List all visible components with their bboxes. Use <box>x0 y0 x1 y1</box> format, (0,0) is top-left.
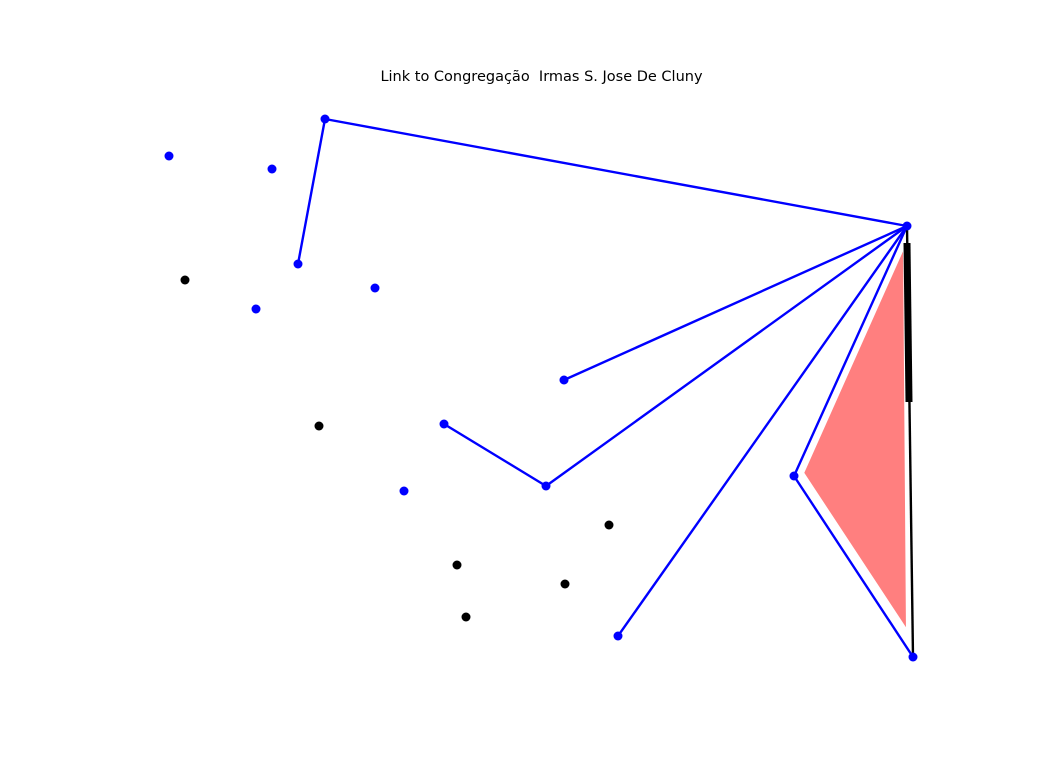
node-n12[interactable] <box>399 486 409 496</box>
node-n19[interactable] <box>613 631 623 641</box>
node-n20[interactable] <box>908 652 918 662</box>
node-n16[interactable] <box>452 560 462 570</box>
black-edge-layer <box>903 225 915 658</box>
node-n17[interactable] <box>560 579 570 589</box>
node-n11[interactable] <box>439 419 449 429</box>
node-n6[interactable] <box>180 275 190 285</box>
edge-n9-hub <box>562 224 909 382</box>
edge-n13-hub <box>544 224 909 488</box>
highlight-layer <box>799 241 911 641</box>
edge-n14-hub <box>792 224 909 478</box>
node-n14[interactable] <box>789 471 799 481</box>
edge-n3-hub <box>323 117 909 228</box>
highlight-region <box>799 241 911 641</box>
node-n2[interactable] <box>267 164 277 174</box>
edge-n11-n13 <box>442 422 548 488</box>
node-n13[interactable] <box>541 481 551 491</box>
graph-title: Link to Congregação Irmas S. Jose De Clu… <box>380 69 703 85</box>
node-n8[interactable] <box>370 283 380 293</box>
black-edge-thick-segment <box>903 242 913 403</box>
edge-n19-hub <box>616 224 909 638</box>
edge-n14-n20 <box>792 474 915 659</box>
node-n5[interactable] <box>293 259 303 269</box>
nodes-layer <box>164 114 918 662</box>
node-n15[interactable] <box>604 520 614 530</box>
node-n7[interactable] <box>251 304 261 314</box>
node-hub[interactable] <box>902 221 912 231</box>
node-n1[interactable] <box>164 151 174 161</box>
node-n10[interactable] <box>314 421 324 431</box>
node-n9[interactable] <box>559 375 569 385</box>
edge-n3-n5 <box>296 117 327 266</box>
node-n3[interactable] <box>320 114 330 124</box>
node-n18[interactable] <box>461 612 471 622</box>
edges-layer <box>296 117 915 659</box>
